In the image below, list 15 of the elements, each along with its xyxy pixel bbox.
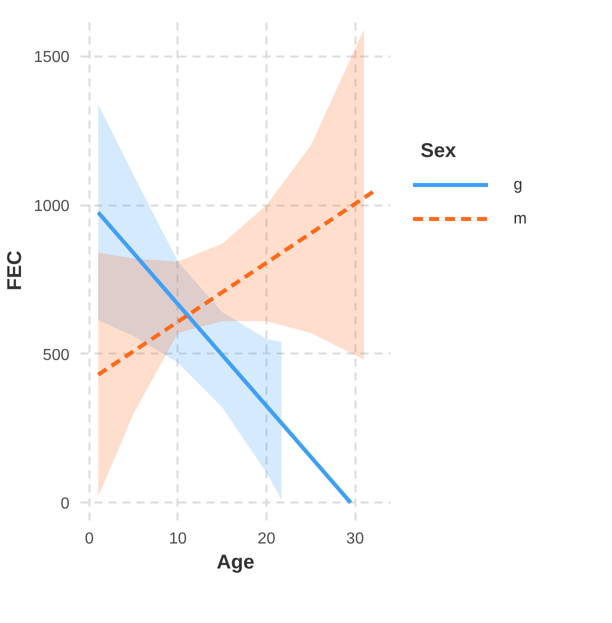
y-tick-label: 1500 — [34, 49, 70, 66]
x-tick-label: 20 — [258, 530, 276, 548]
y-axis-title: FEC — [4, 250, 26, 290]
x-tick-label: 10 — [169, 530, 187, 548]
line-series — [96, 190, 375, 377]
legend-label: g — [514, 176, 522, 194]
x-axis-title: Age — [216, 552, 254, 574]
y-tick-label: 0 — [60, 496, 70, 513]
line-series — [96, 210, 353, 505]
x-tick-label: 0 — [84, 530, 94, 548]
y-tick-label: 1000 — [34, 198, 70, 216]
legend-title: Sex — [420, 140, 456, 162]
y-tick-label: 500 — [42, 346, 70, 364]
x-tick-label: 30 — [346, 530, 364, 548]
legend-label: m — [514, 210, 527, 228]
